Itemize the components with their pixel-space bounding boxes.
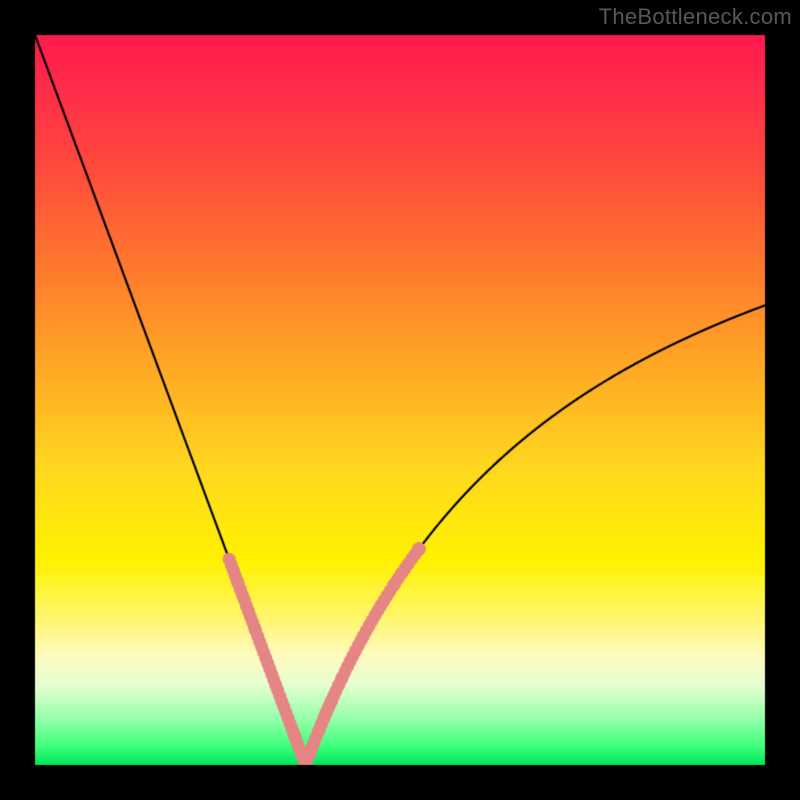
watermark-label: TheBottleneck.com: [599, 4, 792, 30]
bottleneck-curve-chart: [0, 0, 800, 800]
chart-container: TheBottleneck.com: [0, 0, 800, 800]
